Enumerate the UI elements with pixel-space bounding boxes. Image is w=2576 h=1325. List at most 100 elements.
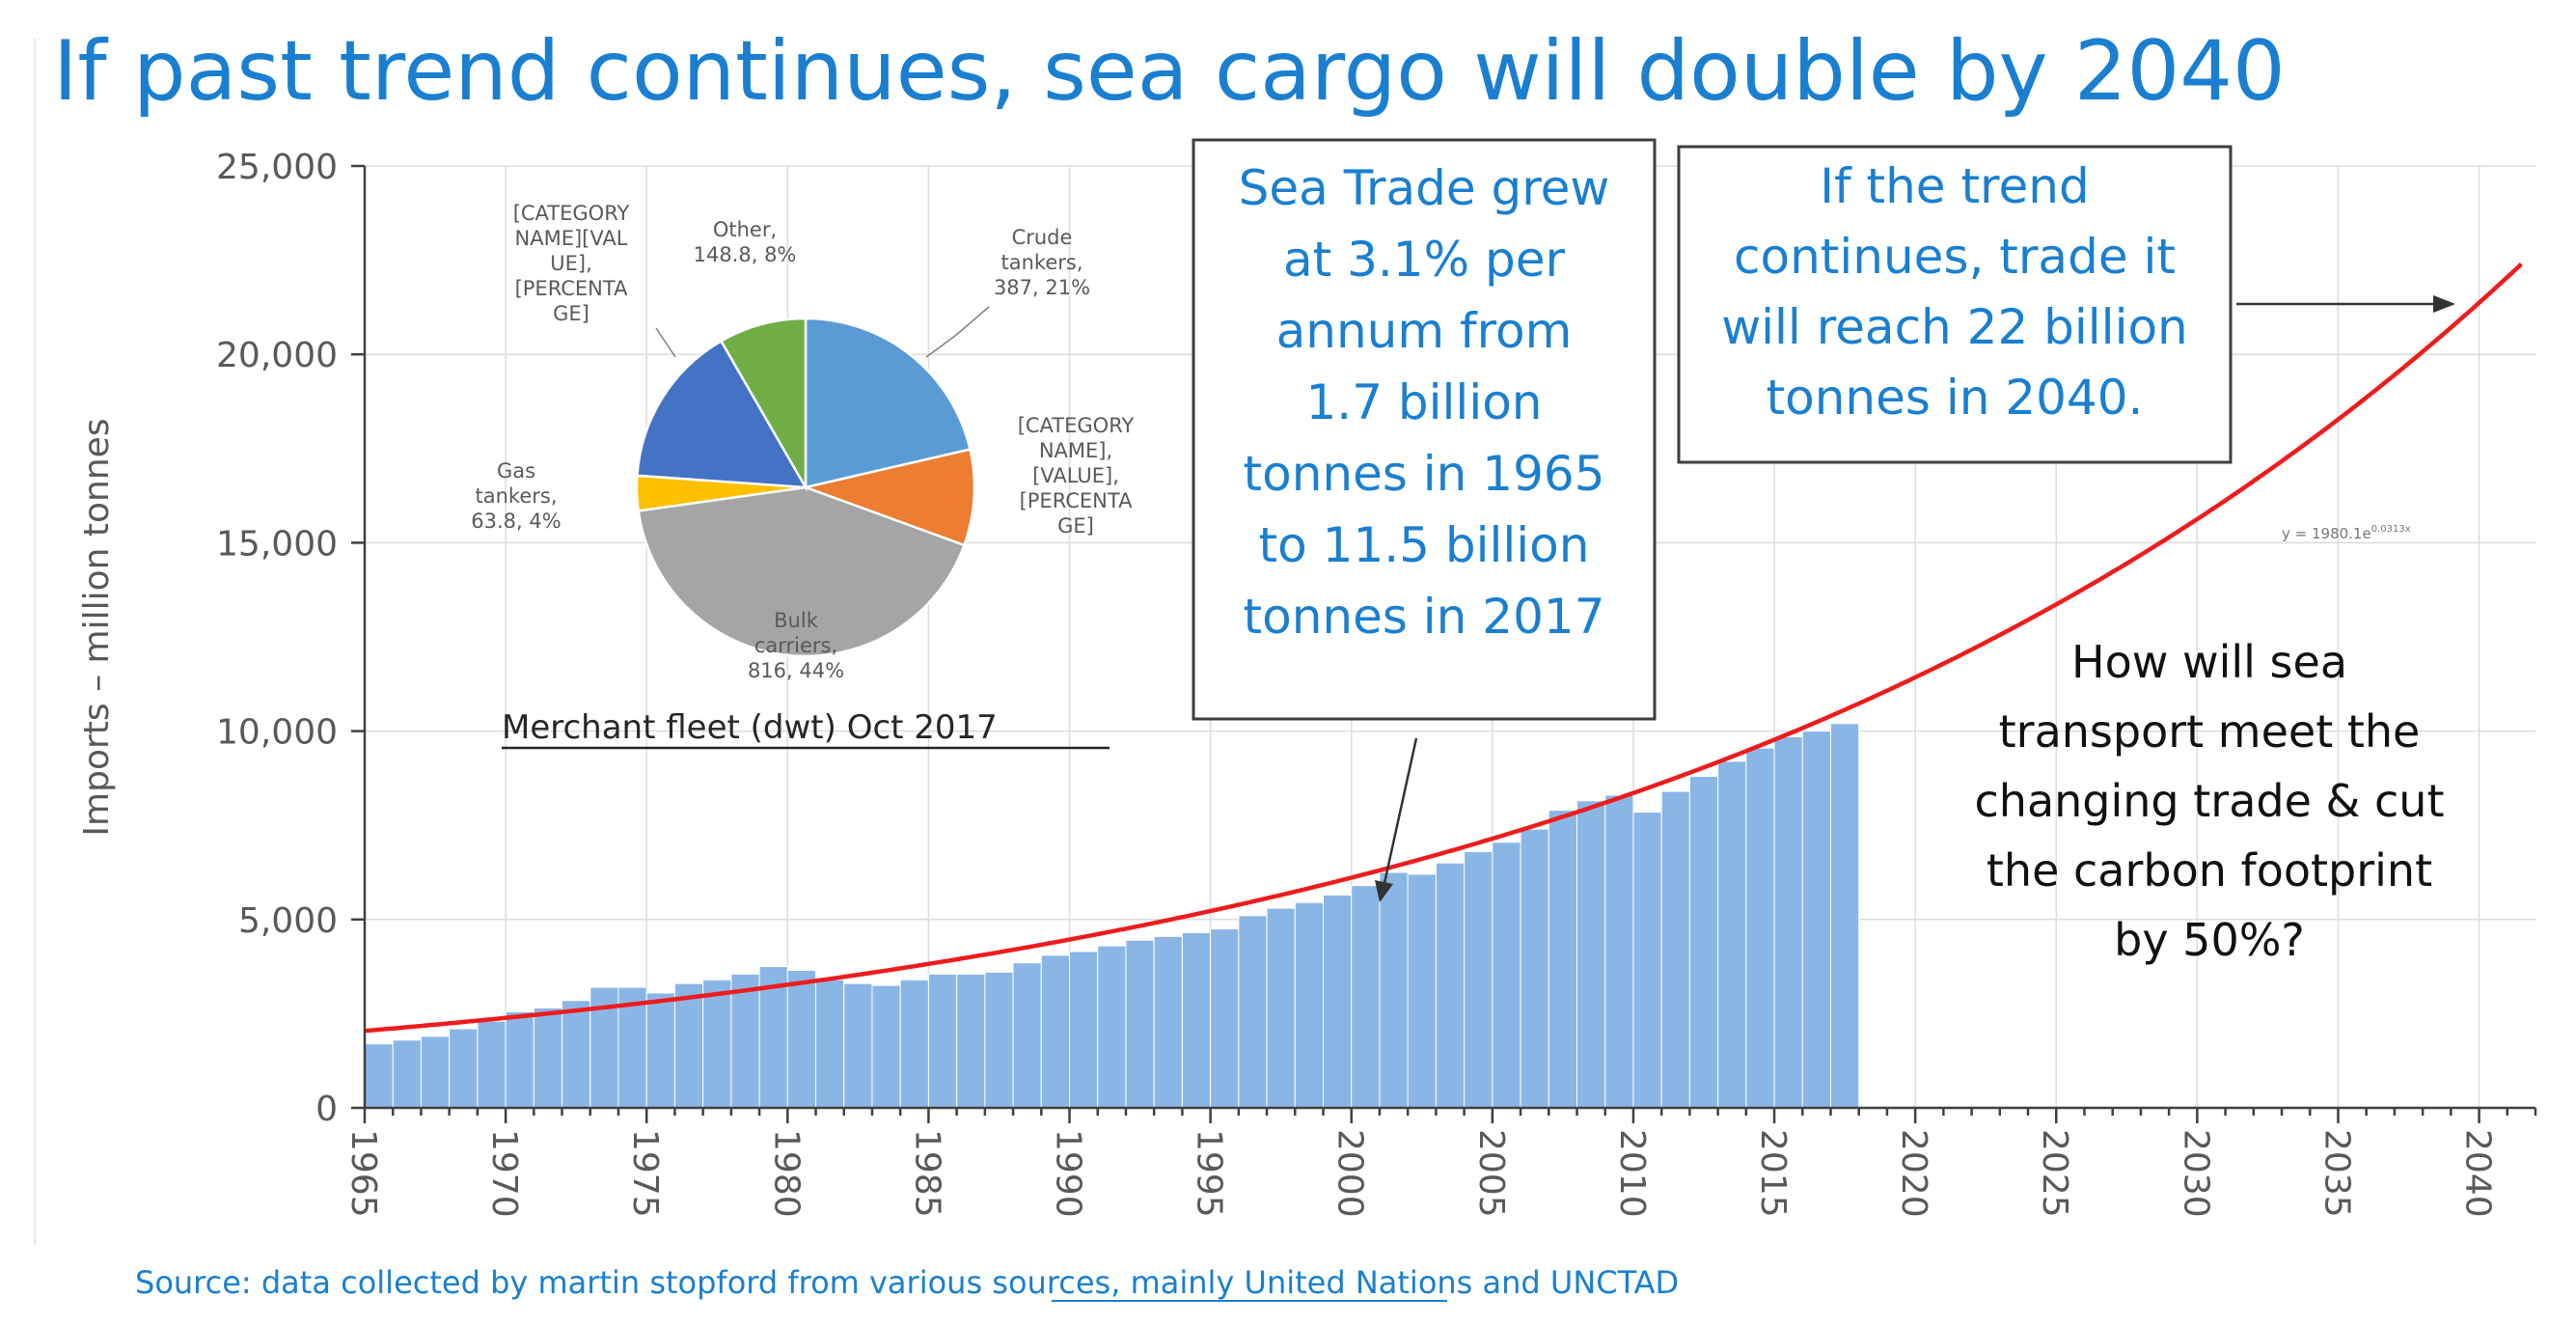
x-tick-label: 1980 xyxy=(766,1129,806,1218)
x-tick-label: 2010 xyxy=(1612,1129,1652,1218)
bar-1971 xyxy=(533,1008,563,1109)
bar-2016 xyxy=(1801,731,1831,1109)
pie-slice-4 xyxy=(636,339,808,489)
bar-1997 xyxy=(1266,907,1296,1109)
growth-note-text: Sea Trade grew at 3.1% per annum from 1.7 b… xyxy=(1239,160,1610,645)
pie-label-1: [CATEGORY NAME], [VALUE], [PERCENTA GE] xyxy=(1018,414,1135,538)
bar-2005 xyxy=(1492,842,1521,1109)
pie-label-0: Crude tankers, 387, 21% xyxy=(994,226,1090,299)
bar-1992 xyxy=(1125,939,1155,1109)
trend-arrow-head xyxy=(2433,295,2455,313)
bar-1978 xyxy=(730,973,760,1109)
bar-2011 xyxy=(1660,790,1690,1109)
pie-title: Merchant fleet (dwt) Oct 2017 xyxy=(502,708,998,747)
bar-1980 xyxy=(786,970,817,1109)
bar-1966 xyxy=(392,1039,422,1109)
x-tick-label: 2000 xyxy=(1330,1129,1370,1218)
bar-1996 xyxy=(1238,915,1268,1109)
bar-2010 xyxy=(1632,812,1662,1109)
bar-series xyxy=(364,723,1860,1109)
bar-1983 xyxy=(871,984,901,1109)
pie-slice-2 xyxy=(637,485,967,658)
x-tick-label: 2040 xyxy=(2458,1129,2498,1218)
x-tick-label: 2025 xyxy=(2035,1129,2074,1218)
bar-1967 xyxy=(420,1035,451,1109)
bar-1991 xyxy=(1097,945,1127,1109)
x-tick-label: 1965 xyxy=(343,1129,383,1218)
bar-2014 xyxy=(1745,747,1775,1109)
pie-slice-1 xyxy=(801,448,976,547)
exponential-trend-line xyxy=(364,262,2523,1034)
bar-2006 xyxy=(1520,828,1549,1109)
trend-note-text: If the trend continues, trade it will reac… xyxy=(1721,158,2188,426)
bar-1994 xyxy=(1181,931,1212,1109)
bar-1986 xyxy=(956,973,986,1109)
bar-2002 xyxy=(1407,873,1437,1109)
bar-2001 xyxy=(1379,871,1409,1109)
x-tick-label: 1990 xyxy=(1049,1129,1088,1218)
bar-2000 xyxy=(1351,885,1381,1109)
bar-1987 xyxy=(984,971,1014,1109)
growth-arrow-line xyxy=(1383,737,1418,884)
y-tick-label: 0 xyxy=(315,1090,338,1129)
x-tick-label: 2020 xyxy=(1894,1129,1933,1218)
y-tick-labels: 0 5,000 10,000 15,000 20,000 25,000 xyxy=(216,148,338,1129)
x-tick-label: 2005 xyxy=(1471,1129,1511,1218)
x-tick-label: 1995 xyxy=(1190,1129,1229,1218)
bar-1982 xyxy=(843,982,873,1109)
bar-1984 xyxy=(899,979,929,1109)
pie-label-5: Other, 148.8, 8% xyxy=(694,218,797,266)
bar-1988 xyxy=(1012,962,1042,1109)
y-tick-label: 25,000 xyxy=(216,148,338,187)
bar-2015 xyxy=(1773,735,1803,1109)
pie-slice-0 xyxy=(804,317,973,489)
y-tick-label: 15,000 xyxy=(216,524,338,564)
y-tick-label: 5,000 xyxy=(238,901,338,941)
bar-1970 xyxy=(505,1010,534,1109)
pie-label-3: Gas tankers, 63.8, 4% xyxy=(471,459,561,533)
x-tick-label: 2030 xyxy=(2176,1129,2215,1218)
bar-1998 xyxy=(1294,901,1325,1109)
pie-leader-crude xyxy=(925,306,990,358)
x-tick-labels: 1965 1970 1975 1980 1985 1990 1995 2000 2005 2010… xyxy=(343,1129,2498,1218)
pie-leader-category xyxy=(655,327,676,358)
bar-1990 xyxy=(1069,951,1099,1109)
question-text-lines: How will sea transport meet the changing t… xyxy=(1975,636,2445,966)
bar-2003 xyxy=(1435,862,1466,1109)
bar-1995 xyxy=(1210,928,1240,1109)
bar-1981 xyxy=(815,979,845,1109)
trend-note-box xyxy=(1677,145,2233,464)
bar-1968 xyxy=(449,1028,479,1109)
x-tick-label: 1985 xyxy=(907,1129,946,1218)
pie-label-4: [CATEGORY NAME][VAL UE], [PERCENTA GE] xyxy=(513,202,630,325)
bar-1989 xyxy=(1040,954,1071,1109)
x-tick-label: 2015 xyxy=(1753,1129,1793,1218)
pie-slice-5 xyxy=(719,317,808,492)
y-tick-label: 10,000 xyxy=(216,713,338,753)
bar-1999 xyxy=(1323,894,1353,1109)
y-axis-label: Imports – million tonnes xyxy=(77,418,117,836)
x-tick-label: 1970 xyxy=(484,1129,524,1218)
pie-labels: Crude tankers, 387, 21% [CATEGORY NAME], [VAL… xyxy=(471,202,1134,682)
pie-label-2: Bulk carriers, 816, 44% xyxy=(748,609,844,682)
bar-1972 xyxy=(562,1000,591,1109)
merchant-fleet-pie xyxy=(635,317,976,658)
x-tick-label: 1975 xyxy=(625,1129,665,1218)
bar-1977 xyxy=(702,979,732,1109)
x-tick-label: 2035 xyxy=(2316,1129,2356,1218)
bar-1969 xyxy=(477,1020,507,1109)
bar-1976 xyxy=(673,982,704,1109)
growth-note-box xyxy=(1192,138,1657,721)
y-tick-label: 20,000 xyxy=(216,336,338,375)
growth-text-lines: Sea Trade grew at 3.1% per annum from 1.7 b… xyxy=(1239,160,1610,645)
bar-1975 xyxy=(645,992,675,1109)
bar-2017 xyxy=(1829,723,1860,1109)
trend-equation: y = 1980.1e0.0313x xyxy=(2282,524,2411,542)
axes xyxy=(351,164,2537,1123)
bar-2008 xyxy=(1576,800,1606,1109)
slide-title: If past trend continues, sea cargo will … xyxy=(53,23,2286,120)
question-text: How will sea transport meet the changing t… xyxy=(1975,636,2445,966)
trend-text-lines: If the trend continues, trade it will reac… xyxy=(1721,158,2188,426)
bar-1993 xyxy=(1153,935,1183,1109)
